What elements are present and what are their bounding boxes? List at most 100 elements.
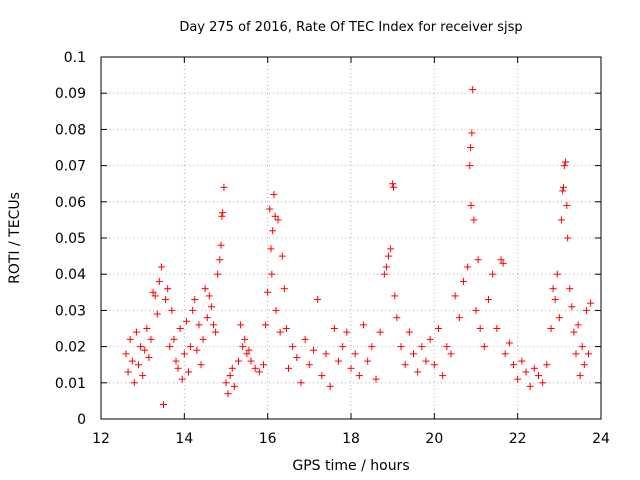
data-point xyxy=(447,350,455,358)
data-point xyxy=(466,162,474,170)
data-point xyxy=(160,401,167,409)
data-point xyxy=(493,325,501,332)
data-point xyxy=(235,357,242,365)
data-point xyxy=(149,288,157,296)
data-point xyxy=(157,263,165,271)
data-point xyxy=(535,372,542,380)
data-point xyxy=(197,361,205,369)
data-point xyxy=(239,343,247,351)
data-point xyxy=(410,350,417,358)
data-point xyxy=(562,158,570,166)
data-point xyxy=(201,285,209,293)
y-tick-label: 0.07 xyxy=(55,159,86,175)
data-point xyxy=(172,357,180,365)
data-point xyxy=(572,350,580,358)
data-point xyxy=(220,183,228,191)
data-point xyxy=(143,325,151,332)
data-point xyxy=(139,372,147,380)
data-point xyxy=(168,306,176,314)
x-tick-label: 22 xyxy=(509,431,527,447)
data-point xyxy=(435,325,442,332)
data-point xyxy=(393,314,401,322)
data-point xyxy=(391,292,399,300)
data-point xyxy=(551,296,559,304)
data-point xyxy=(476,325,484,332)
data-point xyxy=(364,357,372,365)
data-point xyxy=(530,364,538,372)
data-point xyxy=(505,339,513,347)
data-point xyxy=(553,270,561,278)
data-point xyxy=(122,350,130,358)
data-point xyxy=(226,372,234,380)
data-point xyxy=(587,299,595,307)
data-point xyxy=(164,285,172,293)
x-tick-label: 18 xyxy=(342,431,360,447)
grid-layer xyxy=(101,57,601,419)
data-point xyxy=(262,321,270,329)
data-point xyxy=(322,350,330,358)
data-point xyxy=(549,285,557,293)
data-point xyxy=(128,357,136,365)
data-point xyxy=(155,277,163,285)
data-point xyxy=(174,364,182,372)
data-point xyxy=(199,335,207,343)
data-point xyxy=(351,350,359,358)
data-point xyxy=(271,212,279,220)
data-point xyxy=(401,361,409,369)
data-point xyxy=(293,353,301,361)
y-tick-label: 0.09 xyxy=(55,86,86,102)
data-point xyxy=(326,382,334,390)
data-point xyxy=(518,357,526,365)
data-point xyxy=(580,361,588,369)
data-point xyxy=(166,343,174,351)
data-point xyxy=(185,368,192,376)
y-tick-label: 0 xyxy=(77,412,86,428)
data-point xyxy=(191,296,199,304)
data-point xyxy=(497,256,505,264)
data-point xyxy=(343,328,351,336)
data-point xyxy=(390,183,397,191)
data-point xyxy=(489,270,497,278)
data-point xyxy=(387,245,395,253)
data-point xyxy=(305,361,313,369)
data-point xyxy=(228,364,236,372)
data-point xyxy=(318,372,326,380)
data-point xyxy=(347,364,355,372)
data-point xyxy=(222,379,230,387)
y-tick-label: 0.1 xyxy=(64,50,86,66)
data-point xyxy=(147,335,155,343)
data-point xyxy=(443,343,451,351)
data-point xyxy=(585,350,592,358)
data-point xyxy=(563,201,571,209)
chart-title: Day 275 of 2016, Rate Of TEC Index for r… xyxy=(179,20,522,35)
data-point xyxy=(218,212,226,220)
data-point xyxy=(243,350,251,358)
data-point xyxy=(193,346,201,354)
data-point xyxy=(480,343,488,351)
data-point xyxy=(130,379,138,387)
data-point xyxy=(464,263,472,271)
data-point xyxy=(485,296,492,304)
data-point xyxy=(124,368,132,376)
data-point xyxy=(468,129,476,137)
data-point xyxy=(205,292,213,300)
data-point xyxy=(339,343,347,351)
plot-frame xyxy=(100,56,602,420)
data-point xyxy=(405,328,413,336)
data-point xyxy=(214,270,222,278)
data-point xyxy=(237,321,245,329)
data-point xyxy=(451,292,459,300)
data-point xyxy=(469,86,477,94)
data-point xyxy=(241,335,249,343)
data-point xyxy=(335,357,342,365)
data-point xyxy=(264,288,272,296)
data-point xyxy=(539,379,547,387)
data-point xyxy=(132,328,140,336)
points-layer xyxy=(122,86,595,409)
data-point xyxy=(274,216,282,224)
data-point xyxy=(360,321,367,329)
data-point xyxy=(268,270,276,278)
data-point xyxy=(301,335,309,343)
x-tick-label: 24 xyxy=(592,431,610,447)
